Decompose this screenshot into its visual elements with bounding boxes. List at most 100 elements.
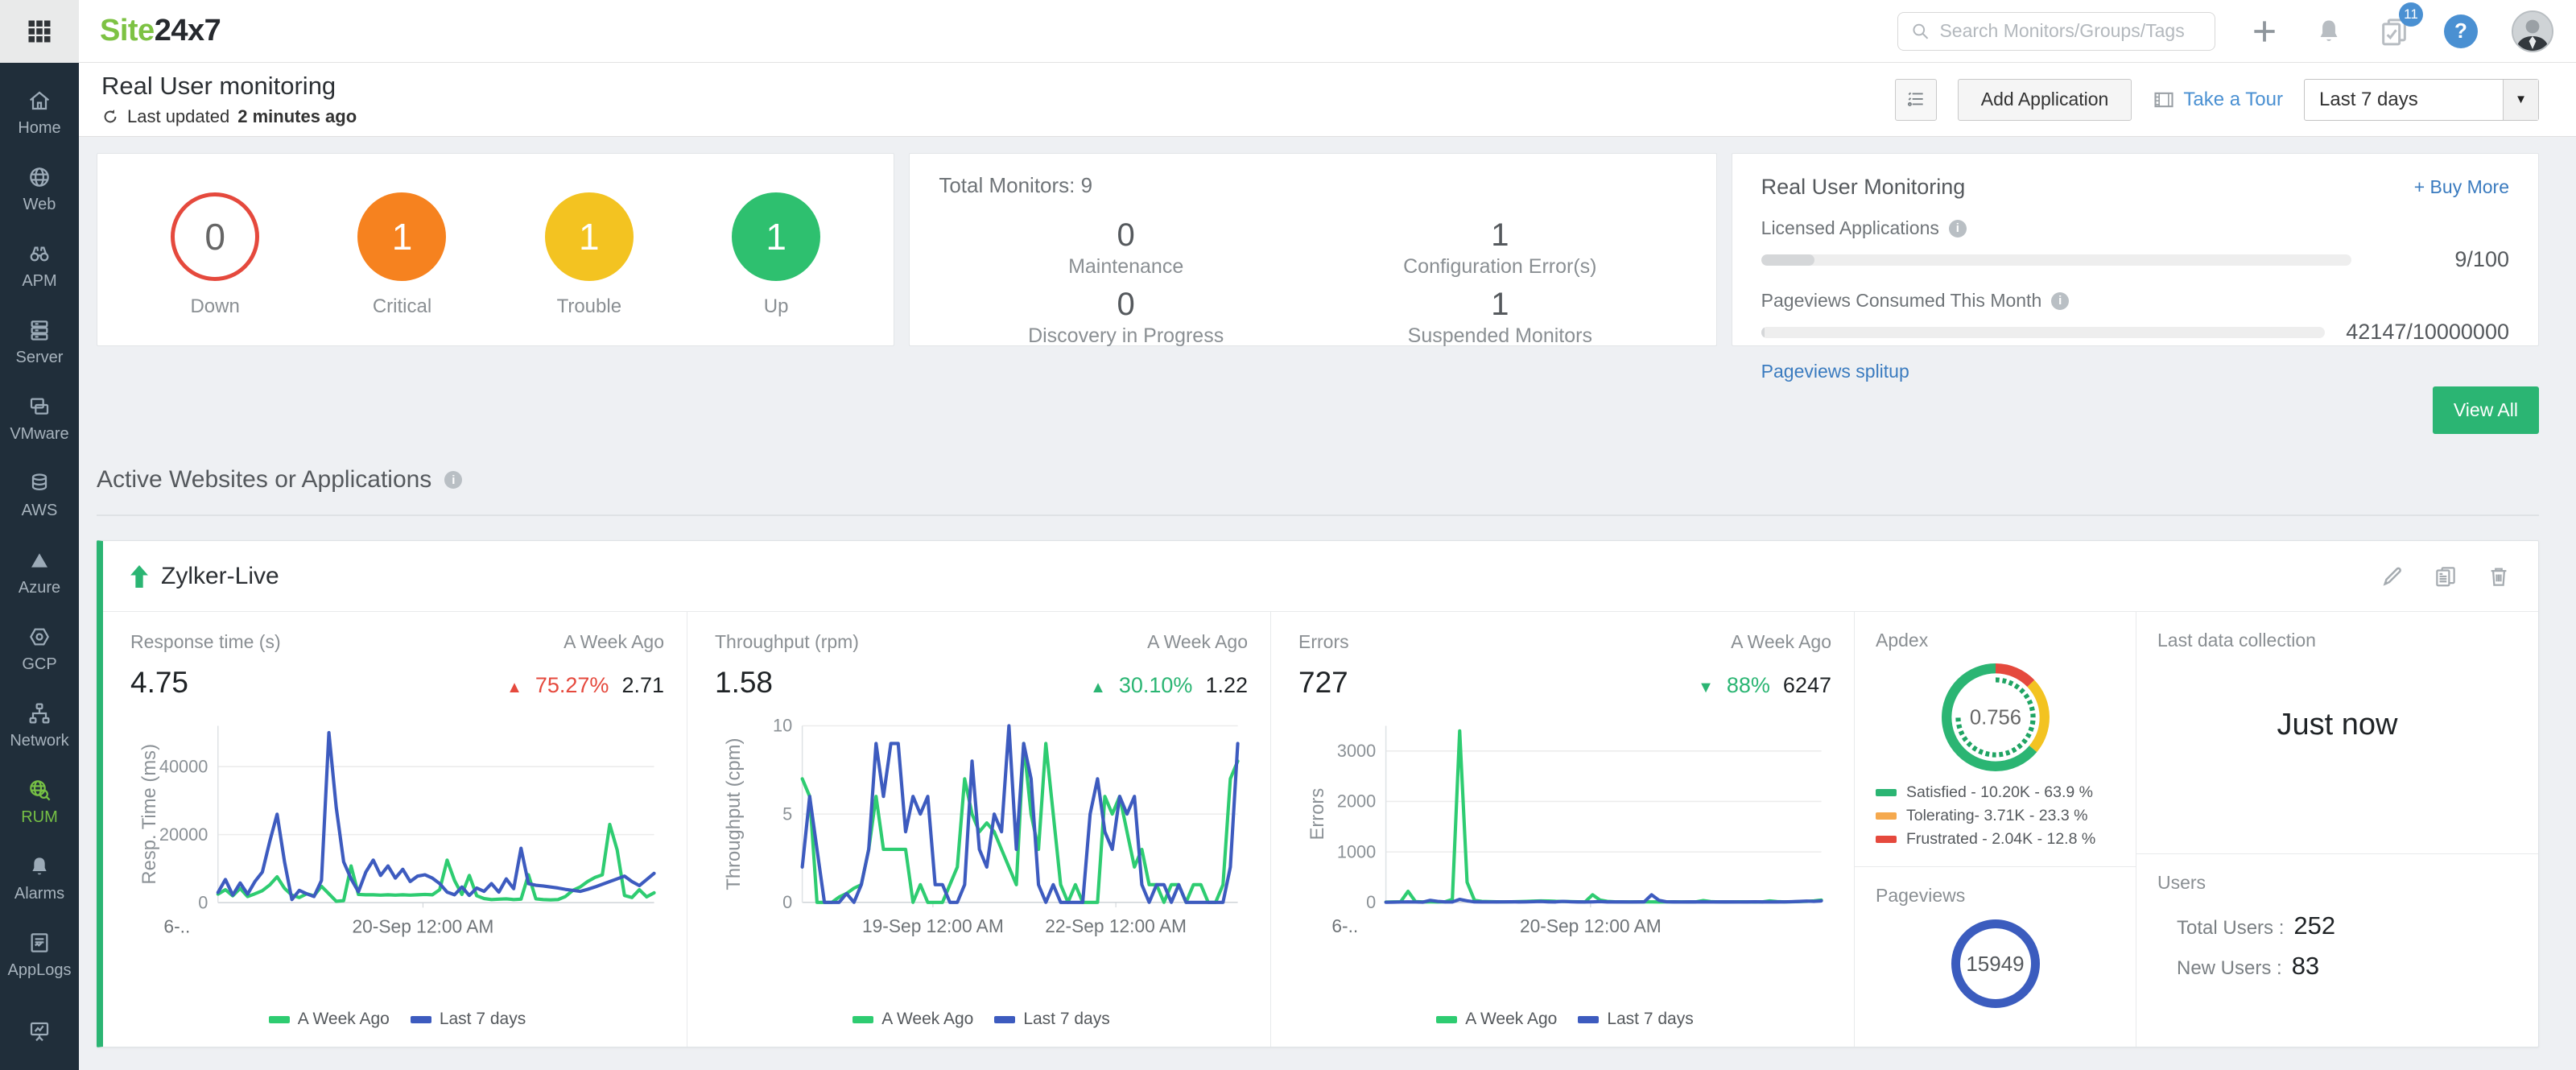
edit-button[interactable] [2380, 564, 2405, 589]
metric-label: Response time (s) [130, 631, 281, 653]
svg-text:6-..: 6-.. [163, 915, 190, 936]
stat-discovery-in-progress[interactable]: 0 Discovery in Progress [939, 287, 1313, 348]
info-icon[interactable]: i [444, 471, 462, 489]
buy-more-link[interactable]: + Buy More [2414, 176, 2509, 198]
rum-icon [27, 777, 52, 803]
add-monitor-button[interactable] [2249, 16, 2280, 47]
change-direction-icon: ▼ [1698, 679, 1714, 697]
logo-24x7: 24x7 [155, 14, 221, 48]
help-button[interactable]: ? [2444, 14, 2478, 48]
status-circle-critical: 1 [357, 192, 446, 281]
search-icon [1911, 21, 1930, 42]
last-data-collection-title: Last data collection [2157, 630, 2517, 651]
metric-label: Throughput (rpm) [715, 631, 859, 653]
legend-last7[interactable]: Last 7 days [1578, 1010, 1693, 1029]
list-view-button[interactable] [1895, 79, 1937, 121]
licensed-apps-label: Licensed Applications [1761, 217, 1939, 239]
sidebar-item-alarms[interactable]: Alarms [0, 841, 79, 917]
sidebar-item-azure[interactable]: Azure [0, 534, 79, 610]
application-name[interactable]: Zylker-Live [161, 563, 279, 590]
info-icon[interactable]: i [1949, 220, 1967, 238]
svg-text:3000: 3000 [1337, 741, 1376, 761]
metric-current-value: 1.58 [715, 666, 773, 700]
sidebar-item-label: Alarms [14, 885, 64, 903]
stat-suspended-monitors[interactable]: 1 Suspended Monitors [1313, 287, 1687, 348]
section-divider [97, 514, 2539, 516]
refresh-icon[interactable] [101, 108, 119, 126]
sidebar-item-home[interactable]: Home [0, 74, 79, 151]
sidebar-item-web[interactable]: Web [0, 151, 79, 227]
total-monitors-card: Total Monitors: 9 0 Maintenance 1 Config… [909, 153, 1716, 346]
apdex-donut-chart[interactable]: 0.756 [1876, 656, 2115, 779]
status-critical[interactable]: 1 Critical [357, 192, 446, 318]
sidebar-item-gcp[interactable]: GCP [0, 610, 79, 687]
svg-text:1000: 1000 [1337, 841, 1376, 861]
metric-change: ▲ 30.10% 1.22 [1090, 673, 1248, 698]
response-time-panel: Response time (s) A Week Ago 4.75 ▲ 75.2… [103, 612, 687, 1047]
users-panel: Users Total Users : 252 New Users : 83 [2136, 853, 2538, 1047]
svg-text:0: 0 [782, 892, 792, 912]
licensed-apps-progress [1761, 254, 2351, 266]
apdex-legend-satisfied: Satisfied - 10.20K - 63.9 % [1876, 783, 2115, 802]
global-search[interactable] [1897, 12, 2215, 51]
throughput-chart[interactable]: 0510Throughput (cpm)19-Sep 12:00 AM22-Se… [715, 714, 1248, 944]
take-a-tour-link[interactable]: Take a Tour [2153, 89, 2283, 111]
sidebar-item-label: RUM [21, 808, 58, 827]
sidebar-item-server[interactable]: Server [0, 304, 79, 380]
sidebar-item-aws[interactable]: AWS [0, 457, 79, 534]
svg-text:22-Sep 12:00 AM: 22-Sep 12:00 AM [1045, 915, 1187, 936]
svg-text:0.756: 0.756 [1969, 707, 2021, 729]
svg-text:20-Sep 12:00 AM: 20-Sep 12:00 AM [352, 915, 493, 936]
collection-users-column: Last data collection Just now Users Tota… [2136, 612, 2538, 1047]
report-button[interactable] [2434, 564, 2458, 589]
svg-text:Resp. Time (ms): Resp. Time (ms) [138, 744, 160, 885]
sidebar-item-rum[interactable]: RUM [0, 763, 79, 840]
site24x7-logo[interactable]: Site24x7 [100, 14, 221, 48]
pageviews-splitup-link[interactable]: Pageviews splitup [1761, 361, 1909, 382]
sidebar-item-apm[interactable]: APM [0, 227, 79, 304]
gcp-icon [27, 624, 52, 650]
status-down[interactable]: 0 Down [171, 192, 259, 318]
add-application-button[interactable]: Add Application [1958, 79, 2132, 121]
legend-week-ago[interactable]: A Week Ago [852, 1010, 973, 1029]
svg-text:40000: 40000 [159, 756, 208, 776]
response-time-chart[interactable]: 02000040000Resp. Time (ms)6-..20-Sep 12:… [130, 714, 664, 944]
sidebar-item-vmware[interactable]: VMware [0, 381, 79, 457]
network-icon [27, 700, 52, 726]
notifications-button[interactable] [2314, 16, 2344, 47]
apps-grid-button[interactable] [0, 0, 79, 63]
home-icon [27, 88, 52, 114]
legend-week-ago[interactable]: A Week Ago [1436, 1010, 1557, 1029]
tasks-button[interactable]: 11 [2378, 15, 2410, 48]
legend-last7[interactable]: Last 7 days [994, 1010, 1109, 1029]
svg-text:0: 0 [198, 892, 208, 912]
info-icon[interactable]: i [2051, 292, 2069, 310]
status-up[interactable]: 1 Up [732, 192, 820, 318]
pageviews-title: Pageviews [1876, 885, 2115, 907]
license-card-title: Real User Monitoring [1761, 175, 1966, 200]
status-circle-trouble: 1 [545, 192, 634, 281]
legend-week-ago[interactable]: A Week Ago [269, 1010, 390, 1029]
view-all-button[interactable]: View All [2433, 386, 2539, 434]
sidebar-item-network[interactable]: Network [0, 687, 79, 763]
stat-configuration-errors[interactable]: 1 Configuration Error(s) [1313, 217, 1687, 279]
time-range-select[interactable]: Last 7 days ▼ [2304, 79, 2539, 121]
user-avatar[interactable] [2512, 10, 2553, 52]
svg-text:5: 5 [782, 804, 792, 824]
search-input[interactable] [1939, 20, 2202, 42]
apdex-legend-frustrated: Frustrated - 2.04K - 12.8 % [1876, 830, 2115, 849]
page-header: Real User monitoring Last updated 2 minu… [79, 63, 2576, 137]
legend-last7[interactable]: Last 7 days [411, 1010, 526, 1029]
sidebar-item-reports[interactable] [0, 994, 79, 1070]
sidebar-item-applogs[interactable]: AppLogs [0, 917, 79, 994]
delete-button[interactable] [2487, 564, 2511, 589]
sidebar-item-label: AppLogs [8, 961, 72, 980]
svg-text:20-Sep 12:00 AM: 20-Sep 12:00 AM [1520, 915, 1662, 936]
stat-maintenance[interactable]: 0 Maintenance [939, 217, 1313, 279]
trash-icon [2487, 564, 2511, 589]
status-trouble[interactable]: 1 Trouble [545, 192, 634, 318]
errors-chart[interactable]: 0100020003000Errors6-..20-Sep 12:00 AM [1298, 714, 1831, 944]
sidebar-item-label: Network [10, 732, 68, 750]
server-icon [27, 317, 52, 343]
presentation-board-icon [27, 1018, 52, 1044]
